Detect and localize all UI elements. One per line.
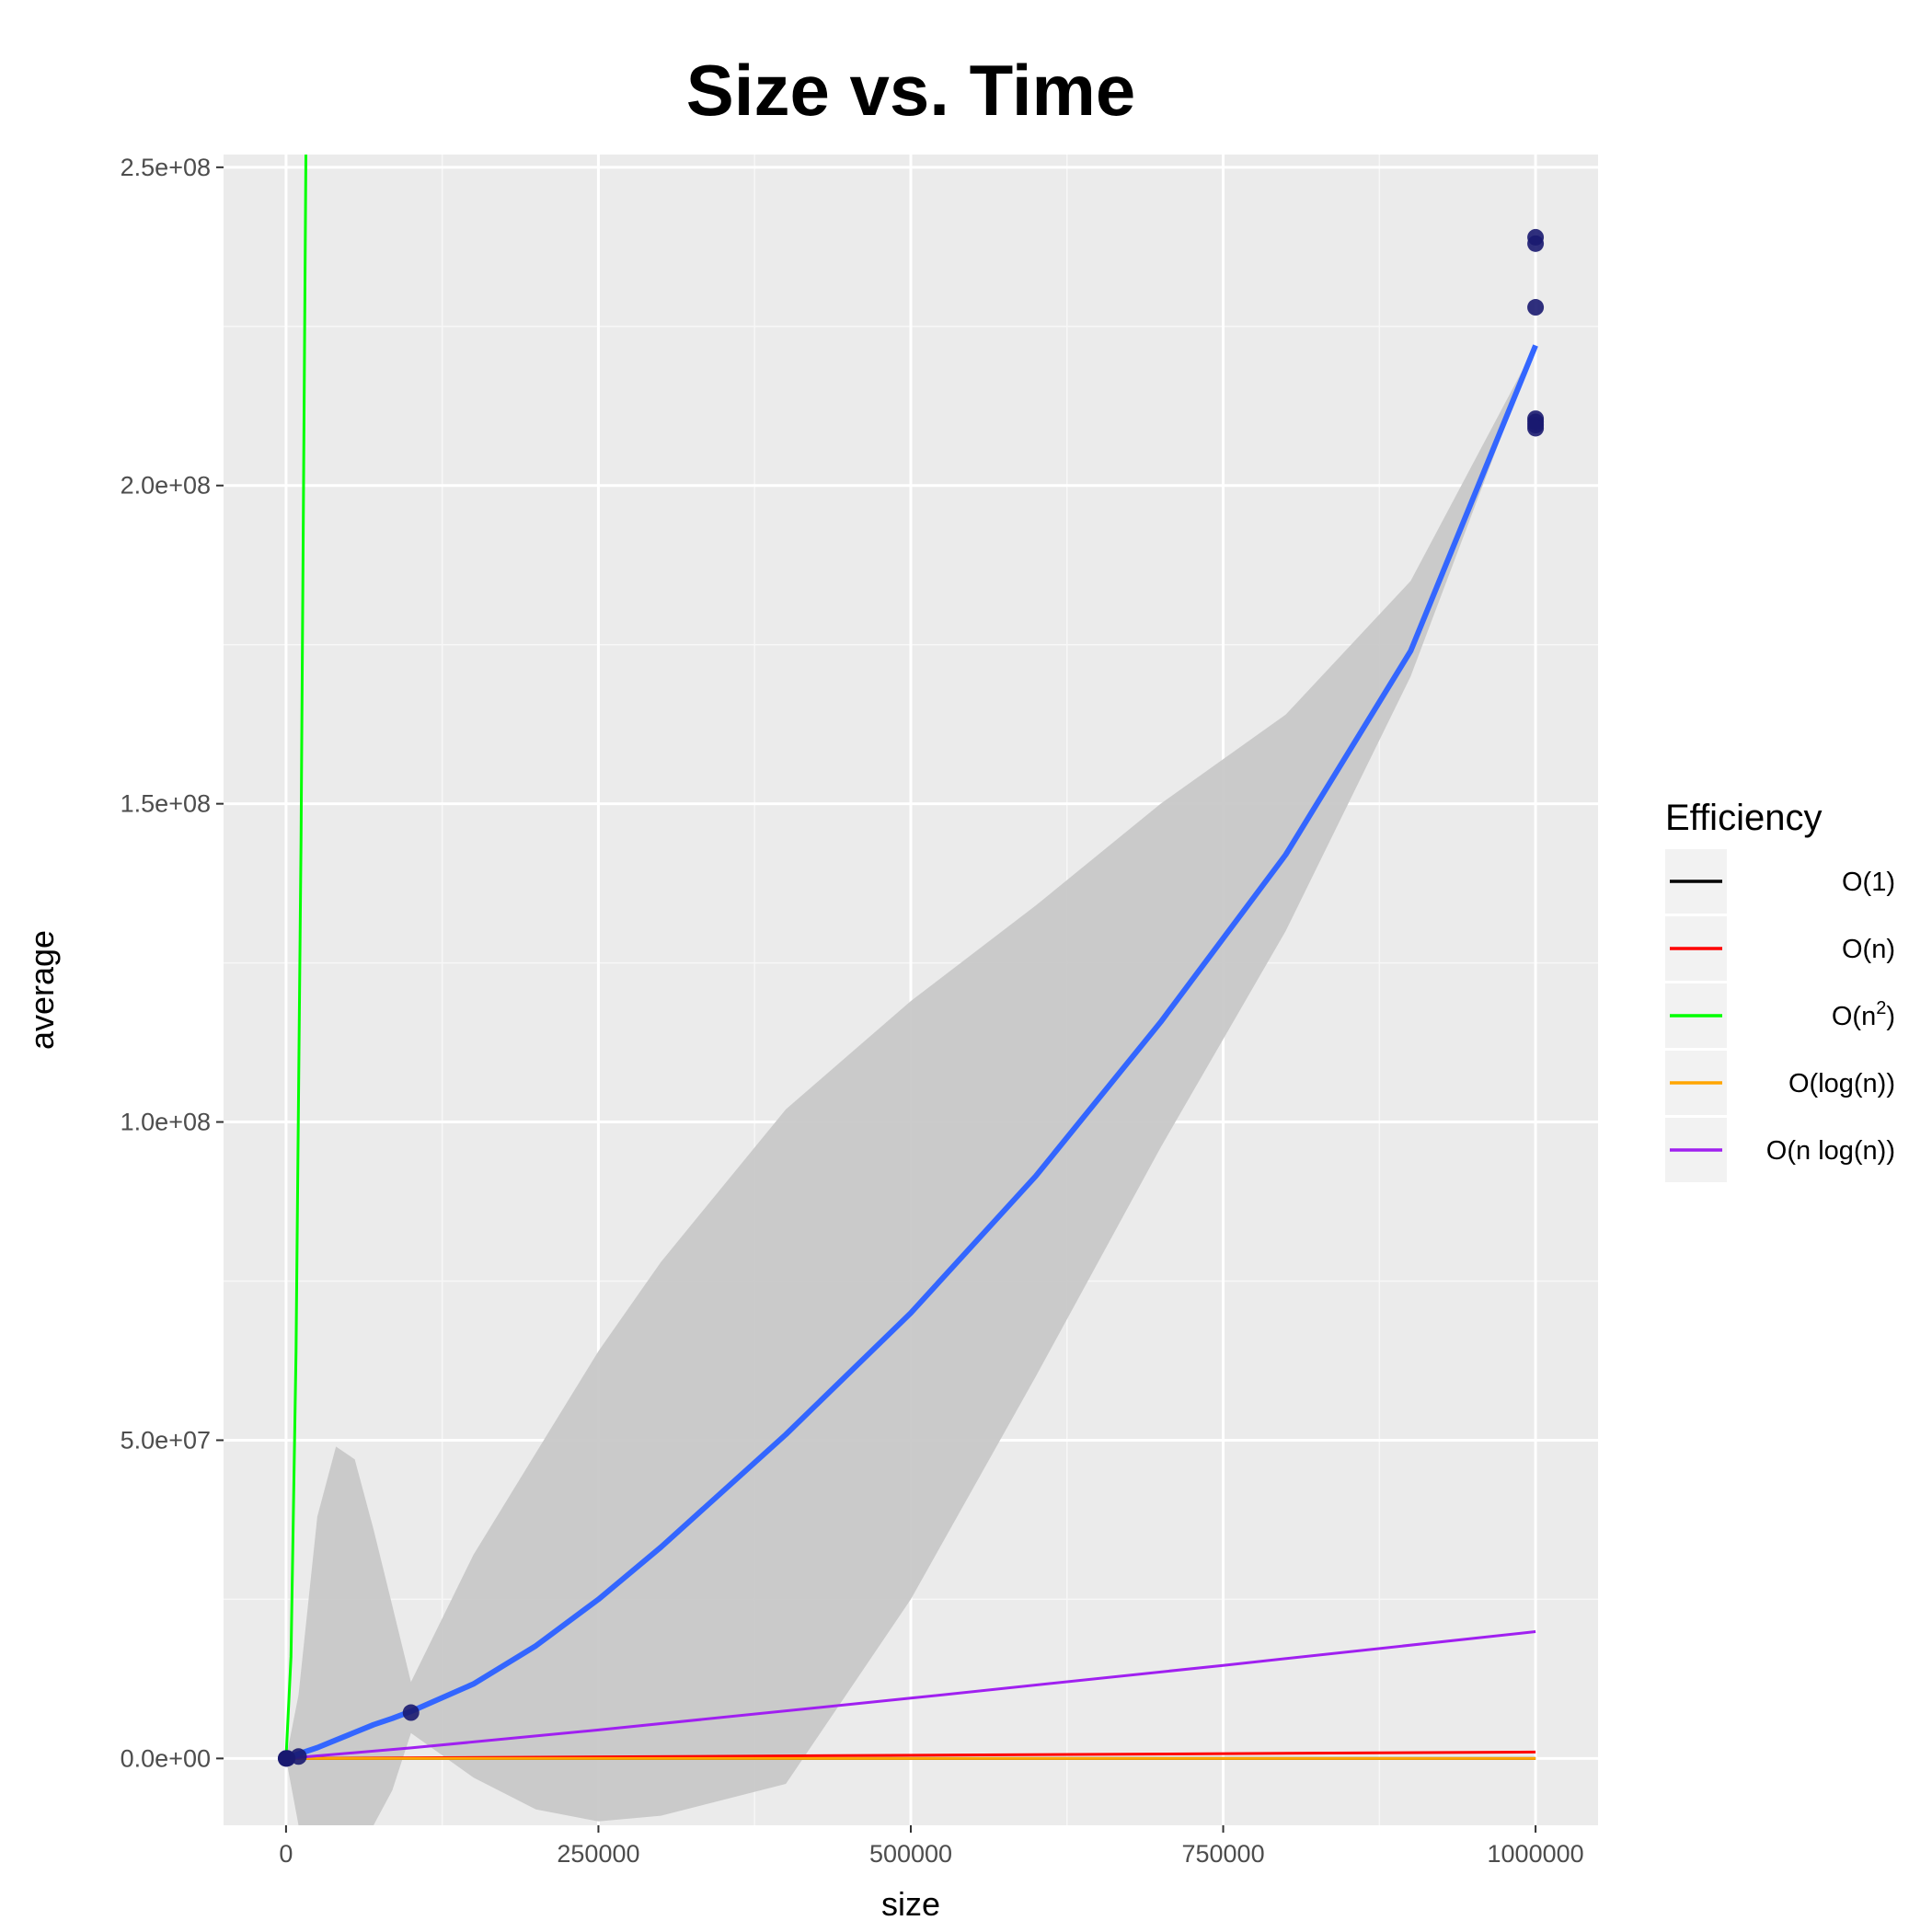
data-point	[1527, 420, 1545, 437]
smooth-line-layer	[284, 344, 1538, 1762]
data-point	[290, 1748, 307, 1765]
reference-lines	[284, 154, 1536, 1760]
legend-label: O(log(n))	[1788, 1069, 1895, 1098]
legend-label-text: O(log(n))	[1788, 1069, 1895, 1098]
x-tick-label: 500000	[869, 1840, 952, 1868]
x-tick-label: 0	[279, 1840, 293, 1868]
legend-label: O(n2)	[1832, 998, 1895, 1031]
reference-line-o-n-log-n	[285, 1630, 1536, 1760]
legend-label: O(n)	[1842, 935, 1895, 964]
x-tick-label: 250000	[557, 1840, 639, 1868]
reference-line-o-n-2	[284, 154, 307, 1759]
data-point	[1527, 235, 1545, 252]
y-tick-label: 2.0e+08	[121, 472, 211, 500]
legend-label-text: O(n)	[1842, 935, 1895, 964]
data-point	[1527, 299, 1545, 316]
y-tick-label: 1.5e+08	[121, 790, 211, 818]
y-axis: 0.0e+00 5.0e+07 1.0e+08 1.5e+08 2.0e+08 2.5e+…	[121, 154, 224, 1772]
confidence-band-area	[285, 345, 1536, 1825]
x-axis-title: size	[881, 1885, 940, 1923]
y-tick-label: 5.0e+07	[121, 1426, 211, 1454]
legend-label-text: O(1)	[1842, 868, 1895, 897]
legend-label: O(n log(n))	[1766, 1136, 1895, 1166]
legend-label-superscript: 2	[1876, 998, 1886, 1018]
confidence-band	[285, 345, 1536, 1825]
x-tick-label: 750000	[1181, 1840, 1264, 1868]
chart-title: Size vs. Time	[686, 50, 1136, 131]
y-tick-label: 1.0e+08	[121, 1109, 211, 1136]
y-tick-label: 0.0e+00	[121, 1744, 211, 1772]
legend-title: Efficiency	[1665, 798, 1822, 838]
x-tick-label: 1000000	[1488, 1840, 1584, 1868]
legend: Efficiency O(1)O(n)O(n2)O(log(n))O(n log…	[1665, 798, 1895, 1182]
y-axis-title: average	[23, 930, 61, 1050]
y-tick-label: 2.5e+08	[121, 154, 211, 181]
legend-label: O(1)	[1842, 868, 1895, 897]
data-points	[277, 228, 1545, 1767]
legend-label-text: O(n log(n))	[1766, 1136, 1895, 1166]
x-axis: 0 250000 500000 750000 1000000	[279, 1825, 1584, 1868]
smooth-line	[284, 344, 1538, 1762]
legend-label-text: O(n	[1832, 1002, 1876, 1031]
legend-label-suffix: )	[1886, 1002, 1895, 1031]
data-point	[402, 1704, 420, 1721]
legend-entries: O(1)O(n)O(n2)O(log(n))O(n log(n))	[1665, 849, 1895, 1182]
